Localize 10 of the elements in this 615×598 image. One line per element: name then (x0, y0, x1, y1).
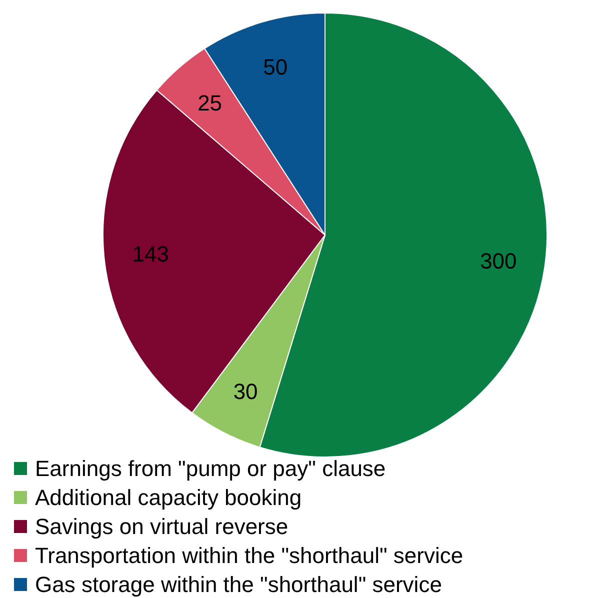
data-label: 50 (263, 54, 288, 80)
data-label: 143 (132, 242, 170, 267)
data-label: 300 (480, 248, 517, 274)
data-label: 25 (198, 90, 222, 116)
legend-label: Savings on virtual reverse (35, 513, 288, 541)
legend-label: Transportation within the "shorthaul" service (35, 542, 464, 570)
legend-label: Earnings from "pump or pay" clause (35, 455, 386, 483)
legend-label: Additional capacity booking (35, 484, 302, 512)
data-label: 30 (233, 378, 258, 404)
legend-label: Gas storage within the "shorthaul" service (35, 571, 442, 598)
